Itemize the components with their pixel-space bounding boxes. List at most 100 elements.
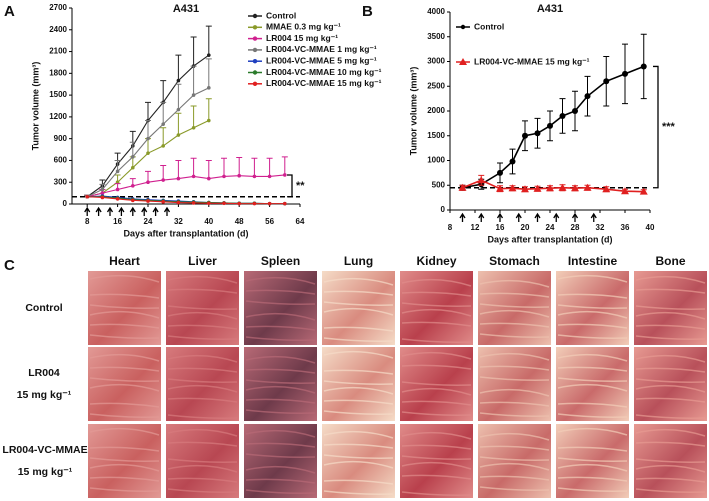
marker	[583, 183, 592, 191]
error-bar	[266, 157, 273, 177]
legend-label: LR004-VC-MMAE 15 mg kg⁻¹	[266, 78, 382, 88]
tissue-texture	[401, 444, 472, 450]
legend-marker	[252, 47, 258, 53]
y-tick-label: 3500	[427, 32, 445, 41]
tissue-texture	[479, 376, 550, 381]
tissue-texture	[401, 291, 472, 297]
tissue-texture	[557, 274, 628, 283]
tissue-texture	[245, 368, 316, 374]
legend-label: LR004-VC-MMAE 1 mg kg⁻¹	[266, 44, 377, 54]
row-label: Control	[25, 302, 62, 314]
dose-arrow	[129, 206, 136, 216]
tissue-texture	[89, 402, 160, 408]
tissue-texture	[323, 443, 394, 449]
marker	[176, 133, 181, 137]
y-tick-label: 1500	[49, 90, 67, 99]
marker	[161, 122, 165, 126]
chart-title: A431	[173, 3, 199, 15]
x-tick-label: 32	[174, 217, 183, 226]
marker	[146, 180, 150, 185]
tissue-texture	[89, 383, 160, 392]
tissue-texture	[167, 311, 238, 320]
marker	[161, 144, 165, 148]
legend-marker	[252, 13, 258, 19]
legend-label: LR004-VC-MMAE 10 mg kg⁻¹	[266, 67, 382, 77]
tissue-texture	[89, 413, 160, 418]
dose-arrow	[118, 206, 125, 216]
tissue-texture	[89, 463, 160, 472]
y-tick-label: 2700	[49, 3, 67, 12]
row-label: 15 mg kg⁻¹	[17, 389, 72, 401]
tissue-texture	[323, 490, 394, 495]
error-bar	[190, 157, 197, 177]
legend-marker	[460, 24, 466, 30]
legend-label: Control	[474, 21, 504, 31]
tissue-texture	[245, 429, 316, 438]
tissue-texture	[89, 304, 160, 309]
x-tick-label: 28	[571, 223, 580, 232]
error-bar	[145, 120, 151, 139]
tissue-texture	[635, 335, 706, 340]
dose-arrow	[571, 212, 579, 222]
tissue-texture	[401, 461, 472, 470]
marker	[252, 174, 257, 179]
marker	[534, 130, 541, 137]
error-bar	[190, 105, 197, 128]
tissue-texture	[323, 410, 394, 415]
y-tick-label: 500	[432, 180, 446, 189]
tissue-texture	[479, 322, 550, 328]
dose-arrow	[95, 206, 102, 216]
tissue-texture	[401, 491, 472, 496]
tissue-texture	[167, 354, 238, 363]
tissue-texture	[479, 462, 550, 471]
marker	[100, 195, 105, 200]
tissue-image	[244, 347, 317, 421]
tissue-texture	[479, 486, 550, 491]
tissue-texture	[89, 353, 160, 362]
x-axis-label: Days after transplantation (d)	[123, 228, 248, 238]
error-bar	[221, 157, 227, 177]
tissue-texture	[323, 301, 394, 306]
x-tick-label: 24	[546, 223, 555, 232]
tissue-texture	[245, 289, 316, 295]
y-tick-label: 1800	[49, 68, 67, 77]
significance-bracket	[287, 174, 293, 198]
y-tick-label: 4000	[427, 7, 445, 16]
tissue-texture	[479, 303, 550, 308]
tissue-texture	[635, 354, 706, 363]
marker	[100, 191, 105, 195]
column-header: Stomach	[489, 254, 540, 268]
tissue-image	[634, 347, 707, 421]
error-bar	[205, 58, 212, 88]
tissue-texture	[557, 353, 628, 362]
tissue-texture	[89, 323, 160, 329]
x-tick-label: 8	[448, 223, 453, 232]
tissue-texture	[635, 384, 706, 393]
marker	[191, 125, 196, 130]
tissue-texture	[167, 288, 238, 294]
tissue-texture	[635, 458, 706, 463]
tissue-texture	[557, 304, 628, 309]
tissue-image	[400, 424, 473, 498]
tissue-texture	[401, 278, 472, 287]
y-tick-label: 0	[441, 205, 446, 214]
marker	[207, 53, 211, 57]
error-bar	[190, 65, 197, 96]
tissue-texture	[557, 377, 628, 382]
tissue-texture	[557, 310, 628, 319]
tissue-texture	[401, 400, 472, 406]
tissue-texture	[245, 489, 316, 494]
dose-arrow	[106, 206, 114, 216]
tissue-texture	[89, 476, 160, 482]
tissue-texture	[167, 488, 238, 493]
tissue-texture	[401, 381, 472, 386]
x-tick-label: 64	[296, 217, 305, 226]
tissue-texture	[401, 411, 472, 416]
tissue-texture	[323, 460, 394, 469]
marker	[115, 180, 120, 185]
tissue-texture	[167, 378, 238, 383]
chart-title: A431	[537, 3, 563, 15]
tissue-texture	[89, 366, 160, 372]
tissue-texture	[323, 479, 394, 485]
tissue-texture	[557, 334, 628, 339]
